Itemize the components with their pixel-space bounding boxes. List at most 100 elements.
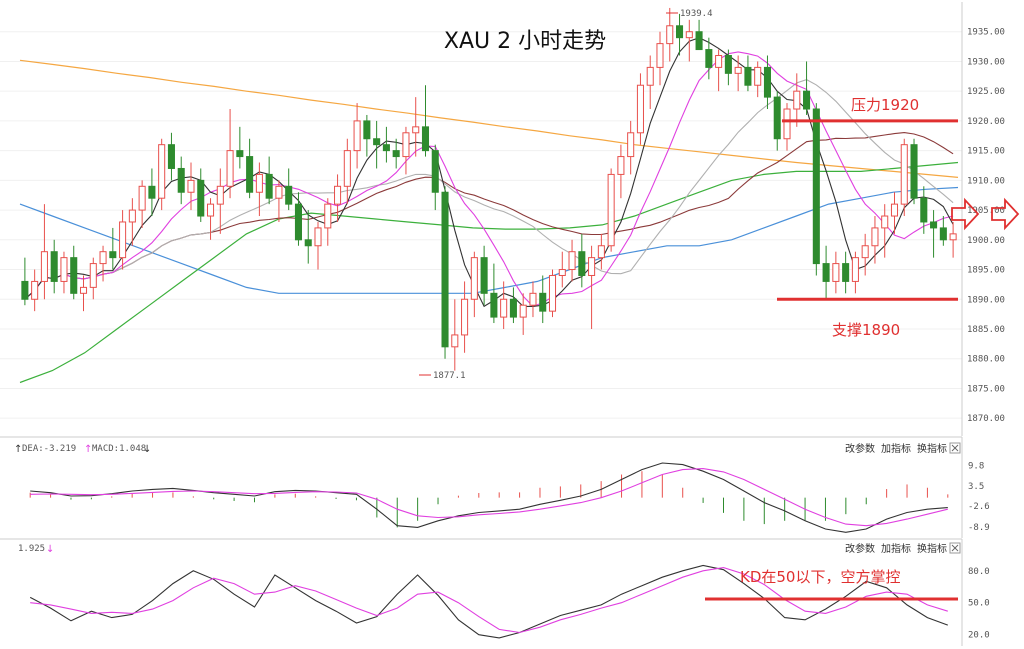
kd-add-indicator-button[interactable]: 加指标 bbox=[881, 542, 911, 555]
candle bbox=[930, 210, 938, 258]
chart-title: XAU 2 小时走势 bbox=[444, 29, 606, 54]
kd-switch-indicator-button[interactable]: 换指标 bbox=[917, 542, 947, 555]
ma120-line bbox=[19, 186, 959, 294]
candle bbox=[382, 126, 390, 163]
macd-add-indicator-button[interactable]: 加指标 bbox=[881, 442, 911, 455]
main-y-axis: 1935.00 1930.00 1925.00 1920.00 1915.00 1910.… bbox=[967, 28, 1005, 424]
candle bbox=[480, 245, 488, 306]
low-marker: 1877.1 bbox=[419, 371, 466, 381]
macd-y-tick-label: 3.5 bbox=[968, 482, 984, 492]
kd-close-icon[interactable] bbox=[949, 542, 961, 554]
main-y-tick-label: 1880.00 bbox=[967, 355, 1005, 365]
candle bbox=[715, 49, 723, 92]
macd-dif-line bbox=[30, 462, 948, 533]
macd-switch-indicator-button[interactable]: 换指标 bbox=[917, 442, 947, 455]
candle bbox=[881, 204, 889, 258]
kd-header-value: 1.925 bbox=[18, 544, 45, 554]
candle bbox=[304, 210, 312, 264]
candle bbox=[744, 55, 752, 92]
candle bbox=[812, 103, 820, 276]
candle bbox=[783, 103, 791, 151]
main-y-tick-label: 1870.00 bbox=[967, 414, 1005, 424]
candle bbox=[773, 91, 781, 151]
candle bbox=[871, 216, 879, 264]
candle bbox=[431, 144, 439, 211]
candle bbox=[392, 138, 400, 169]
candle bbox=[676, 13, 684, 56]
ma250-line bbox=[19, 59, 959, 178]
candle bbox=[705, 37, 713, 80]
candle bbox=[451, 299, 459, 371]
candle bbox=[285, 168, 293, 211]
candle bbox=[236, 126, 244, 169]
candle bbox=[246, 138, 254, 199]
candle bbox=[40, 204, 48, 300]
candle bbox=[138, 180, 146, 228]
kd-y-tick-label: 20.0 bbox=[968, 631, 990, 641]
candle bbox=[578, 233, 586, 288]
candle bbox=[402, 126, 410, 175]
high-marker: 1939.4 bbox=[666, 9, 713, 19]
ma20-line bbox=[24, 79, 954, 300]
macd-controls: 改参数 加指标 换指标 bbox=[845, 442, 961, 455]
macd-y-tick-label: -8.9 bbox=[968, 523, 990, 533]
candle bbox=[949, 221, 957, 258]
kd-y-axis: 80.0 50.0 20.0 bbox=[968, 567, 990, 641]
candle bbox=[910, 138, 918, 205]
candle bbox=[109, 227, 117, 270]
macd-y-tick-label: -2.6 bbox=[968, 502, 990, 512]
kd-annotation: KD在50以下，空方掌控 bbox=[740, 568, 900, 586]
candle bbox=[99, 245, 107, 282]
main-y-tick-label: 1935.00 bbox=[967, 28, 1005, 38]
macd-y-axis: 9.8 3.5 -2.6 -8.9 bbox=[968, 461, 990, 533]
kd-change-params-button[interactable]: 改参数 bbox=[845, 542, 875, 555]
candle bbox=[685, 19, 693, 62]
candle bbox=[158, 138, 166, 211]
candle bbox=[509, 287, 517, 324]
candle bbox=[900, 138, 908, 217]
candle bbox=[822, 245, 830, 300]
macd-histogram bbox=[29, 471, 949, 528]
candle bbox=[539, 275, 547, 324]
macd-y-tick-label: 9.8 bbox=[968, 461, 984, 471]
candle bbox=[363, 114, 371, 157]
candle bbox=[275, 180, 283, 222]
ma10-line bbox=[24, 51, 954, 308]
candle bbox=[695, 19, 703, 51]
high-label: 1939.4 bbox=[680, 9, 713, 19]
kd-panel: 1.925 ↓ 改参数 加指标 换指标 80.0 50.0 20.0 KD在50以下… bbox=[0, 538, 990, 646]
candle bbox=[412, 97, 420, 157]
candle bbox=[373, 120, 381, 169]
candle bbox=[187, 162, 195, 211]
main-y-tick-label: 1885.00 bbox=[967, 325, 1005, 335]
candle bbox=[334, 174, 342, 222]
candle bbox=[343, 138, 351, 205]
main-y-tick-label: 1930.00 bbox=[967, 57, 1005, 67]
kd-y-tick-label: 50.0 bbox=[968, 599, 990, 609]
main-y-tick-label: 1875.00 bbox=[967, 384, 1005, 394]
candle bbox=[353, 103, 361, 169]
candle bbox=[167, 132, 175, 181]
kd-down-arrow-icon: ↓ bbox=[46, 544, 54, 555]
candle bbox=[597, 233, 605, 270]
candle bbox=[314, 221, 322, 270]
candle bbox=[548, 269, 557, 318]
macd-change-params-button[interactable]: 改参数 bbox=[845, 442, 875, 455]
candle bbox=[79, 275, 88, 312]
main-y-tick-label: 1905.00 bbox=[967, 206, 1005, 216]
ma60-line bbox=[19, 161, 959, 384]
macd-close-icon[interactable] bbox=[949, 442, 961, 454]
candle bbox=[656, 31, 664, 86]
candle bbox=[500, 281, 508, 329]
kd-y-tick-label: 80.0 bbox=[968, 567, 990, 577]
kd-controls: 改参数 加指标 换指标 bbox=[845, 542, 961, 555]
candle bbox=[734, 55, 742, 92]
macd-panel: DEA:-3.219 MACD:1.048 ↑ ↑ ↓ 改参数 加指标 换指标 … bbox=[0, 436, 990, 538]
macd-up-arrow-icon: ↑ bbox=[14, 444, 22, 455]
candle bbox=[890, 192, 899, 234]
candle bbox=[255, 162, 263, 217]
candle bbox=[31, 269, 39, 312]
candle bbox=[842, 251, 850, 294]
candle bbox=[724, 49, 732, 86]
